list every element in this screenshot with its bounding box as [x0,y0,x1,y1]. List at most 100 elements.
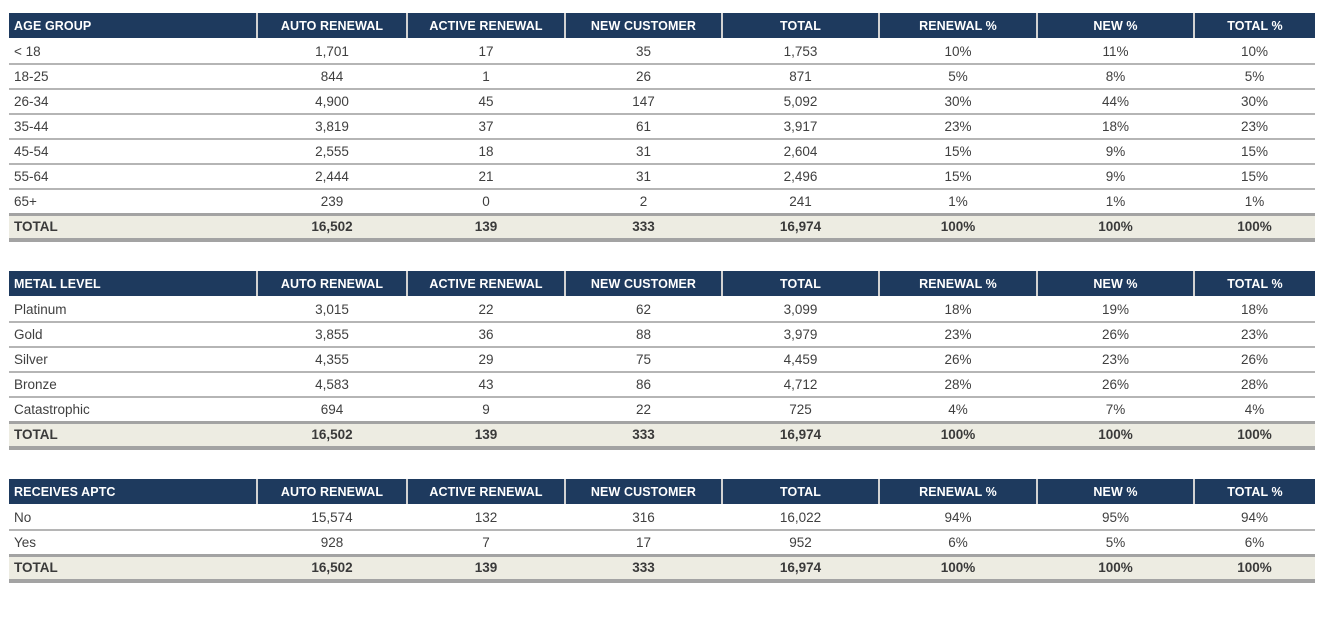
cell: 30% [1194,89,1315,115]
total-row: TOTAL 16,502 139 333 16,974 100% 100% 100% [9,420,1315,450]
column-header: AUTO RENEWAL [256,479,407,506]
column-header: NEW CUSTOMER [564,271,722,298]
cell: 3,917 [722,114,879,140]
cell: 88 [565,322,722,348]
cell: 26% [1037,372,1194,398]
report-body: AGE GROUP AUTO RENEWAL ACTIVE RENEWAL NEW C… [9,13,1315,583]
column-header: NEW CUSTOMER [564,479,722,506]
cell: 61 [565,114,722,140]
cell: 30% [879,89,1037,115]
cell: 952 [722,530,879,556]
column-header: RENEWAL % [878,271,1037,298]
cell: 15% [879,164,1037,190]
cell: 9% [1037,164,1194,190]
header-row: RECEIVES APTC AUTO RENEWAL ACTIVE RENEWAL N… [9,479,1315,506]
column-header: NEW CUSTOMER [564,13,722,40]
total-cell: 333 [565,212,722,242]
cell: 5% [1037,530,1194,556]
table-row: Catastrophic 694 9 22 725 4% 7% 4% [9,397,1315,423]
cell: 316 [565,505,722,531]
column-header: RENEWAL % [878,13,1037,40]
cell: 5,092 [722,89,879,115]
row-label: Catastrophic [9,397,257,423]
table-row: 18-25 844 1 26 871 5% 8% 5% [9,64,1315,90]
table-row: Bronze 4,583 43 86 4,712 28% 26% 28% [9,372,1315,398]
age-group-table: AGE GROUP AUTO RENEWAL ACTIVE RENEWAL NEW C… [9,13,1315,242]
cell: 23% [879,114,1037,140]
receives-aptc-table: RECEIVES APTC AUTO RENEWAL ACTIVE RENEWAL N… [9,479,1315,583]
cell: 9 [407,397,565,423]
total-cell: 100% [1037,212,1194,242]
cell: 871 [722,64,879,90]
cell: 2,555 [257,139,407,165]
row-label: 55-64 [9,164,257,190]
table-row: Yes 928 7 17 952 6% 5% 6% [9,530,1315,556]
column-header: TOTAL % [1193,271,1315,298]
cell: 0 [407,189,565,215]
cell: 18 [407,139,565,165]
cell: 10% [879,39,1037,65]
cell: 17 [565,530,722,556]
cell: 147 [565,89,722,115]
row-label: Silver [9,347,257,373]
row-label: 26-34 [9,89,257,115]
cell: 26% [1194,347,1315,373]
receives-aptc-header: RECEIVES APTC [9,479,257,506]
cell: 31 [565,139,722,165]
metal-level-table: METAL LEVEL AUTO RENEWAL ACTIVE RENEWAL NEW… [9,271,1315,450]
row-label: Gold [9,322,257,348]
cell: 19% [1037,297,1194,323]
cell: 35 [565,39,722,65]
cell: 725 [722,397,879,423]
column-header: NEW % [1036,13,1194,40]
row-label: Bronze [9,372,257,398]
cell: 7% [1037,397,1194,423]
row-label: 65+ [9,189,257,215]
total-cell: 139 [407,553,565,583]
cell: 16,022 [722,505,879,531]
cell: 94% [879,505,1037,531]
table-row: 65+ 239 0 2 241 1% 1% 1% [9,189,1315,215]
cell: 5% [1194,64,1315,90]
row-label: < 18 [9,39,257,65]
row-label: Yes [9,530,257,556]
cell: 4,355 [257,347,407,373]
total-cell: 16,974 [722,212,879,242]
cell: 1,701 [257,39,407,65]
cell: 23% [1194,114,1315,140]
cell: 75 [565,347,722,373]
cell: 844 [257,64,407,90]
table-row: Gold 3,855 36 88 3,979 23% 26% 23% [9,322,1315,348]
cell: 1% [1037,189,1194,215]
column-header: TOTAL [721,271,879,298]
cell: 29 [407,347,565,373]
cell: 43 [407,372,565,398]
total-cell: 16,502 [257,420,407,450]
cell: 2,604 [722,139,879,165]
header-row: AGE GROUP AUTO RENEWAL ACTIVE RENEWAL NEW C… [9,13,1315,40]
cell: 5% [879,64,1037,90]
cell: 26% [1037,322,1194,348]
table-row: No 15,574 132 316 16,022 94% 95% 94% [9,505,1315,531]
cell: 3,855 [257,322,407,348]
column-header: ACTIVE RENEWAL [406,479,565,506]
cell: 26% [879,347,1037,373]
header-row: METAL LEVEL AUTO RENEWAL ACTIVE RENEWAL NEW… [9,271,1315,298]
cell: 15,574 [257,505,407,531]
column-header: ACTIVE RENEWAL [406,271,565,298]
cell: 15% [1194,164,1315,190]
total-row: TOTAL 16,502 139 333 16,974 100% 100% 100% [9,212,1315,242]
total-cell: 100% [879,212,1037,242]
cell: 3,015 [257,297,407,323]
table-row: < 18 1,701 17 35 1,753 10% 11% 10% [9,39,1315,65]
total-cell: 333 [565,553,722,583]
cell: 132 [407,505,565,531]
total-cell: 333 [565,420,722,450]
table-row: 55-64 2,444 21 31 2,496 15% 9% 15% [9,164,1315,190]
cell: 4,583 [257,372,407,398]
cell: 8% [1037,64,1194,90]
table-row: Platinum 3,015 22 62 3,099 18% 19% 18% [9,297,1315,323]
total-label: TOTAL [9,420,257,450]
column-header: RENEWAL % [878,479,1037,506]
cell: 23% [1194,322,1315,348]
